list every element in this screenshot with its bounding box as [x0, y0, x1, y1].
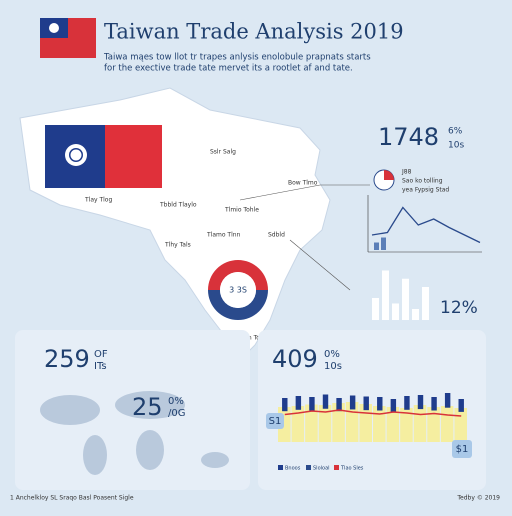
- bar: [377, 397, 383, 411]
- subtitle: Taiwa mąes tow llot tr trapes anlysis en…: [103, 53, 371, 63]
- bar: [427, 407, 440, 442]
- bar: [412, 309, 419, 320]
- map-label: Sslr Salg: [210, 149, 236, 156]
- stat-unit: /0G: [168, 408, 185, 419]
- connector: [239, 184, 321, 201]
- map-label: Taiwn Toble: [234, 335, 269, 342]
- bar: [392, 303, 399, 320]
- donut-label: 3 3S: [229, 286, 247, 295]
- bar: [454, 408, 467, 442]
- bar: [402, 278, 409, 320]
- stat-unit: 10s: [448, 141, 464, 151]
- connector: [289, 239, 351, 291]
- bar: [332, 403, 345, 442]
- bar: [431, 397, 437, 411]
- trend-line: [284, 409, 462, 417]
- world-map: [40, 391, 229, 475]
- subtitle: for the exective trade tate mervet its a…: [104, 64, 353, 74]
- stat-unit: OF: [94, 349, 108, 360]
- map-label: Tbbld Tlaylo: [159, 202, 197, 209]
- bar: [458, 399, 464, 412]
- bar: [282, 398, 288, 412]
- map-label: Sdbld: [268, 232, 285, 239]
- badge: [266, 413, 284, 429]
- bar: [400, 408, 413, 442]
- map-label: Tlmio Tohle: [224, 207, 259, 214]
- bar: [390, 399, 397, 412]
- map-label: Bow Tlmo: [288, 180, 318, 187]
- bar: [372, 298, 379, 320]
- legend-text: J88: [401, 169, 412, 176]
- badge-text: S1: [269, 416, 282, 427]
- bar: [336, 398, 342, 412]
- flag-large: [45, 125, 162, 188]
- title: Taiwan Trade Analysis 2019: [104, 20, 404, 44]
- badge: [452, 440, 472, 458]
- legend-text: yea Fypsig Stad: [402, 187, 449, 194]
- stat-percent: 12%: [440, 298, 478, 318]
- bar: [349, 395, 356, 410]
- bar: [382, 270, 389, 320]
- legend-text: Sloloal: [313, 466, 330, 472]
- bar: [309, 397, 315, 411]
- flag-small: [40, 18, 96, 58]
- bar: [413, 405, 427, 442]
- trend-line: [371, 206, 481, 244]
- stat-value: 259: [44, 345, 90, 373]
- bar: [295, 396, 302, 410]
- bar: [374, 242, 379, 250]
- legend-text: Bnoos: [285, 466, 301, 472]
- stat-unit: 6%: [448, 127, 463, 137]
- stat-unit: 0%: [168, 396, 184, 407]
- bar: [318, 405, 332, 442]
- donut-segment: [208, 260, 268, 290]
- bar: [373, 406, 386, 442]
- footer-right: Tedby © 2019: [456, 495, 500, 502]
- stat-value: 409: [272, 345, 318, 373]
- bar: [381, 237, 386, 250]
- stat-value: 1748: [378, 123, 439, 151]
- map-label: Tlay Tlog: [84, 197, 112, 204]
- bar: [444, 393, 451, 408]
- bar: [404, 396, 410, 410]
- bar: [417, 395, 424, 410]
- footer-left: 1 Anchelkloy SL Sraqo Basl Poasent Sigle: [10, 495, 134, 502]
- bar: [363, 396, 369, 411]
- donut-segment: [208, 290, 268, 320]
- bar: [291, 406, 305, 442]
- legend-swatch: [278, 465, 283, 470]
- stat-unit: 0%: [324, 349, 340, 360]
- stat-value: 25: [132, 393, 163, 421]
- legend-swatch: [334, 465, 339, 470]
- bar: [386, 407, 400, 442]
- map-label: Tlamo Tlnn: [206, 232, 241, 239]
- donut-hole: [220, 272, 256, 308]
- bar: [422, 287, 429, 320]
- legend-text: Sao ko tolling: [402, 178, 443, 185]
- stat-unit: ITs: [94, 361, 107, 372]
- stat-unit: 10s: [324, 361, 342, 372]
- legend-swatch: [306, 465, 311, 470]
- badge-text: $1: [456, 444, 469, 455]
- legend-icon: [384, 170, 394, 180]
- bar: [440, 406, 454, 442]
- legend-text: Tlao Sles: [340, 466, 364, 472]
- map-label: Tlhy Tals: [164, 242, 191, 249]
- bar: [305, 404, 318, 442]
- bar: [322, 394, 329, 409]
